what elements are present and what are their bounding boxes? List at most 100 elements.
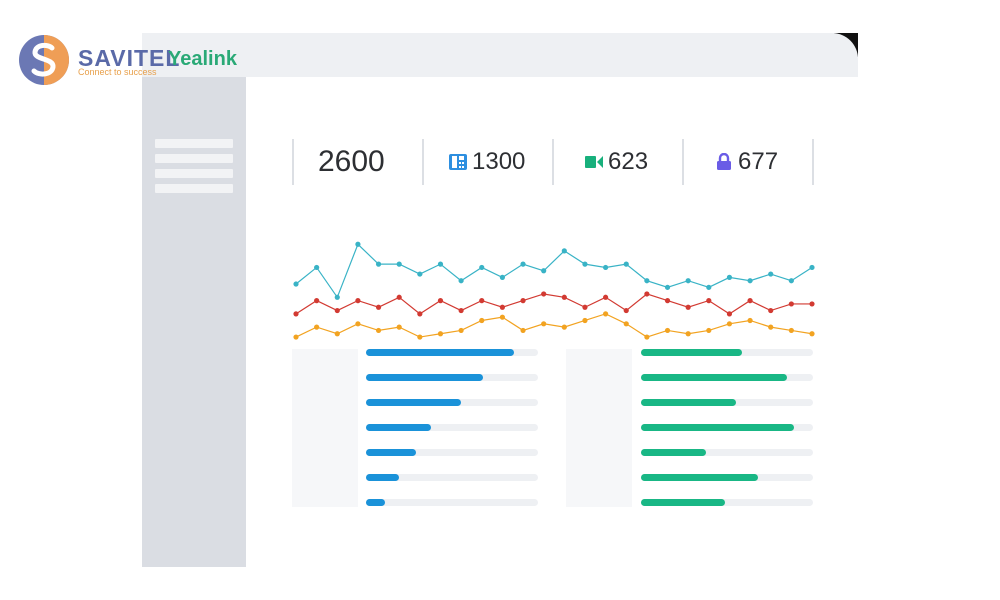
savitel-logo: SAVITEL Connect to success Yealink: [18, 34, 248, 88]
series-2-point: [375, 304, 382, 310]
bar-labels-column: [292, 349, 358, 507]
bar-track: [641, 349, 813, 356]
series-3-point: [375, 327, 382, 334]
logo-text: SAVITEL: [78, 45, 181, 71]
bar-panel-left: [292, 349, 538, 507]
brand-name: Yealink: [168, 48, 237, 70]
stat-lock: 677: [682, 139, 814, 185]
series-2-point: [417, 311, 423, 317]
series-3-point: [314, 324, 320, 330]
top-bar: [142, 33, 858, 77]
series-2-point: [520, 298, 526, 304]
bar-track: [366, 399, 538, 406]
series-3-point: [437, 331, 444, 337]
series-2-point: [603, 294, 609, 300]
bar-labels-column: [566, 349, 632, 507]
series-2-point: [726, 311, 733, 317]
series-1-point: [747, 278, 753, 284]
series-3-point: [458, 327, 464, 334]
bar-fill: [641, 499, 726, 506]
series-1-point: [334, 294, 340, 300]
logo-tagline: Connect to success: [78, 67, 157, 77]
stat-video: 623: [552, 139, 682, 185]
series-3-point: [293, 334, 299, 340]
series-1-point: [644, 278, 650, 284]
bar-fill: [641, 349, 743, 356]
series-line-2: [295, 293, 812, 315]
bar-track: [366, 349, 538, 356]
series-2-point: [706, 298, 712, 304]
dashboard-window: 2600 1300 623: [142, 33, 858, 567]
savitel-emblem-icon: [19, 35, 69, 85]
sidebar-menu-item[interactable]: [155, 169, 233, 178]
bar-track: [641, 449, 813, 456]
series-3-point: [499, 314, 505, 320]
series-1-point: [458, 278, 464, 284]
series-3-point: [603, 311, 609, 317]
bar-fill: [366, 499, 385, 506]
bar-fill: [641, 474, 758, 481]
series-3-point: [582, 317, 588, 324]
series-3-point: [520, 327, 526, 334]
series-3-point: [768, 324, 774, 330]
stat-video-value: 623: [608, 148, 649, 175]
series-2-point: [685, 304, 691, 310]
bar-track: [641, 424, 813, 431]
series-2-point: [499, 304, 505, 310]
bar-panel-right: [566, 349, 814, 507]
series-2-point: [747, 298, 753, 304]
series-3-point: [417, 334, 423, 340]
series-1-point: [314, 264, 320, 271]
bar-fill: [366, 374, 483, 381]
series-1-point: [417, 271, 423, 277]
series-1-point: [437, 261, 444, 267]
bar-fill: [366, 474, 399, 481]
bar-fill: [366, 424, 432, 431]
stat-phone: 1300: [422, 139, 552, 185]
series-1-point: [582, 261, 588, 267]
series-2-point: [623, 307, 629, 314]
series-3-point: [561, 324, 567, 330]
series-2-point: [664, 298, 671, 304]
bar-track: [366, 499, 538, 506]
bar-track: [641, 374, 813, 381]
series-3-point: [706, 327, 712, 334]
video-camera-icon: [585, 156, 603, 168]
series-2-point: [334, 307, 340, 314]
series-3-point: [747, 317, 753, 324]
series-2-point: [561, 294, 567, 300]
series-2-point: [396, 294, 402, 300]
series-1-point: [375, 261, 382, 267]
stat-total-value: 2600: [318, 145, 385, 178]
sidebar-menu-item[interactable]: [155, 184, 233, 193]
series-2-point: [355, 298, 361, 304]
series-1-point: [355, 241, 361, 247]
series-3-point: [396, 324, 402, 330]
series-2-point: [768, 307, 774, 314]
series-1-point: [623, 261, 629, 267]
series-1-point: [603, 264, 609, 271]
series-3-point: [479, 317, 485, 324]
series-1-point: [541, 268, 547, 274]
stats-row: 2600 1300 623: [292, 139, 814, 185]
series-3-point: [685, 331, 691, 337]
sidebar-menu-item[interactable]: [155, 139, 233, 148]
bar-fill: [366, 349, 514, 356]
bar-track: [366, 449, 538, 456]
series-2-point: [314, 298, 320, 304]
series-2-point: [582, 304, 588, 310]
series-1-point: [726, 274, 733, 280]
series-2-point: [479, 298, 485, 304]
bar-track: [366, 474, 538, 481]
series-1-point: [788, 278, 794, 284]
sidebar-menu-item[interactable]: [155, 154, 233, 163]
series-3-point: [644, 334, 650, 340]
bar-track: [641, 399, 813, 406]
series-1-point: [768, 271, 774, 277]
series-3-point: [541, 321, 547, 327]
bar-track: [366, 424, 538, 431]
series-3-point: [726, 321, 733, 327]
series-3-point: [334, 331, 340, 337]
series-2-point: [437, 298, 444, 304]
bar-fill: [641, 424, 795, 431]
